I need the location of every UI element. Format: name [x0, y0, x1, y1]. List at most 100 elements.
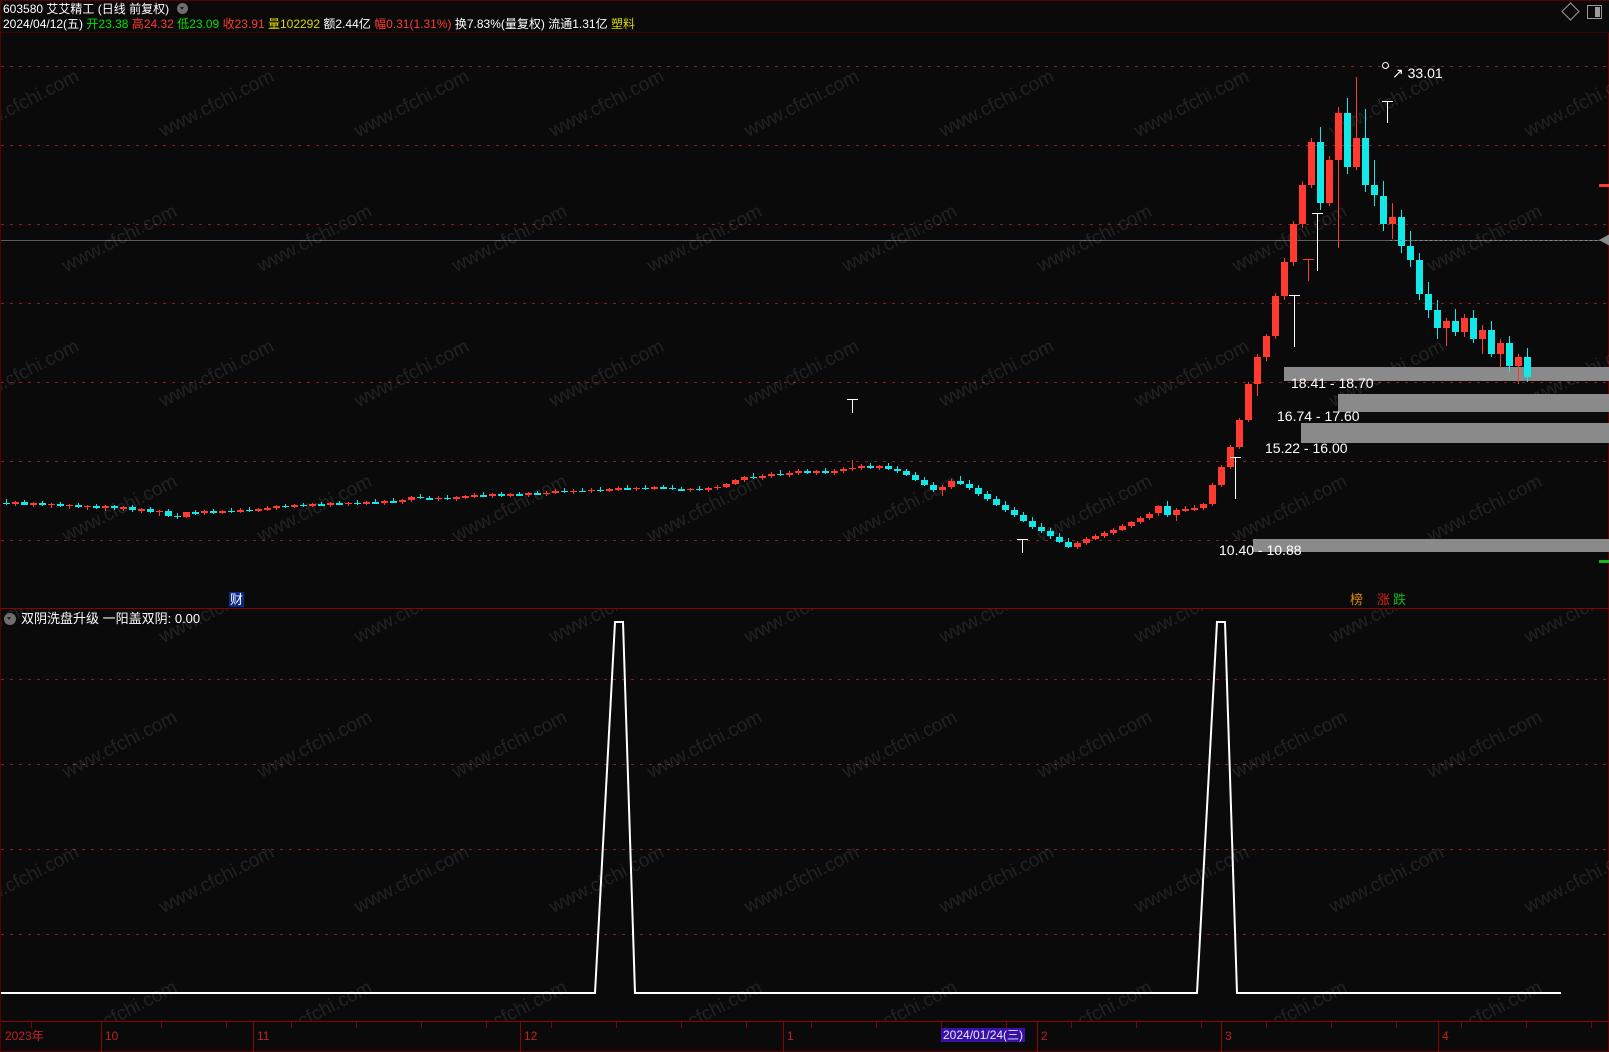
axis-minor-tick	[1331, 1022, 1332, 1028]
date-axis[interactable]: 2023年 10 11 12 1 2024/01/24(三) 2 3 4	[1, 1021, 1609, 1052]
candle-body	[1308, 141, 1315, 185]
candle-body	[1011, 509, 1018, 516]
diamond-icon[interactable]	[1561, 2, 1580, 21]
bang-glyph[interactable]: 榜	[1350, 592, 1364, 607]
price-chart-pane[interactable]: www.cfchi.com www.cfchi.com www.cfchi.com w…	[1, 33, 1609, 607]
high-value: 24.32	[143, 17, 174, 31]
die-glyph[interactable]: 跌	[1393, 592, 1407, 607]
candlestick	[390, 33, 397, 607]
candlestick	[1065, 33, 1072, 607]
candle-body	[1335, 112, 1342, 160]
chevron-down-icon[interactable]	[177, 3, 189, 14]
candle-body	[129, 507, 136, 511]
indicator-chevron-icon[interactable]	[4, 613, 16, 625]
axis-major-tick	[1438, 1022, 1439, 1052]
axis-major-tick	[520, 1022, 521, 1052]
candle-body	[1380, 195, 1387, 225]
candlestick	[831, 33, 838, 607]
candlestick	[768, 33, 775, 607]
candlestick	[624, 33, 631, 607]
indicator-polyline	[1, 621, 1561, 994]
candle-body	[642, 487, 649, 490]
candlestick	[1452, 33, 1459, 607]
sector-link[interactable]: 塑料	[610, 17, 635, 31]
marker-stem	[1387, 101, 1388, 123]
candlestick	[1146, 33, 1153, 607]
price-zone-bar	[1338, 394, 1609, 412]
indicator-title[interactable]: 双阴洗盘升级 一阳盖双阴: 0.00	[21, 611, 201, 626]
candlestick	[408, 33, 415, 607]
period-label[interactable]: (日线 前复权)	[97, 2, 170, 16]
candle-wick	[447, 495, 448, 500]
candlestick	[606, 33, 613, 607]
candle-wick	[672, 485, 673, 491]
candle-body	[1164, 506, 1171, 515]
candle-body	[1524, 357, 1531, 377]
candle-body	[111, 506, 118, 509]
candle-body	[930, 484, 937, 490]
candle-wick	[6, 499, 7, 506]
axis-minor-tick	[1526, 1022, 1527, 1028]
candle-body	[1173, 509, 1180, 515]
axis-minor-tick	[811, 1022, 812, 1028]
candlestick	[795, 33, 802, 607]
candle-body	[210, 511, 217, 513]
candlestick	[381, 33, 388, 607]
candlestick	[1218, 33, 1225, 607]
candle-body	[750, 476, 757, 479]
candle-wick	[681, 486, 682, 492]
candlestick	[1020, 33, 1027, 607]
gridline	[1, 540, 1609, 542]
candle-wick	[600, 486, 601, 492]
candle-body	[57, 503, 64, 506]
candlestick	[534, 33, 541, 607]
candle-body	[867, 466, 874, 468]
candle-wick	[582, 487, 583, 493]
candle-wick	[231, 508, 232, 513]
candlestick	[66, 33, 73, 607]
candle-body	[489, 494, 496, 496]
candlestick	[1434, 33, 1441, 607]
candle-wick	[780, 470, 781, 476]
candle-body	[282, 505, 289, 508]
candlestick	[732, 33, 739, 607]
candlestick	[246, 33, 253, 607]
candle-wick	[51, 502, 52, 509]
candle-wick	[663, 484, 664, 490]
candle-body	[1020, 515, 1027, 521]
candlestick	[1047, 33, 1054, 607]
candle-wick	[627, 485, 628, 491]
indicator-pane[interactable]: www.cfchi.com www.cfchi.com www.cfchi.com w…	[1, 608, 1609, 1021]
high-label: 高	[131, 17, 144, 31]
candlestick	[1263, 33, 1270, 607]
candle-body	[12, 501, 19, 505]
candlestick	[1470, 33, 1477, 607]
candlestick	[399, 33, 406, 607]
zhang-glyph[interactable]: 涨	[1377, 592, 1391, 607]
panel-icon[interactable]	[1587, 5, 1602, 19]
candle-body	[633, 487, 640, 490]
candlestick	[3, 33, 10, 607]
quote-line: 2024/04/12(五) 开23.38 高24.32 低23.09 收23.9…	[3, 17, 635, 31]
candle-wick	[825, 468, 826, 474]
stock-name[interactable]: 艾艾精工	[46, 2, 95, 16]
candlestick	[507, 33, 514, 607]
candlestick	[1083, 33, 1090, 607]
candle-body	[894, 468, 901, 472]
axis-selected-date[interactable]: 2024/01/24(三)	[941, 1028, 1026, 1042]
candle-body	[1254, 357, 1261, 385]
candlestick	[570, 33, 577, 607]
candle-body	[1128, 522, 1135, 527]
candle-body	[777, 473, 784, 476]
candle-body	[498, 494, 505, 496]
close-label: 收	[222, 17, 235, 31]
cai-glyph[interactable]: 财	[229, 592, 245, 607]
candle-body	[1029, 520, 1036, 527]
candle-body	[957, 481, 964, 485]
marker-stem	[1235, 457, 1236, 499]
candlestick	[1506, 33, 1513, 607]
candlestick	[1326, 33, 1333, 607]
candlestick	[642, 33, 649, 607]
stock-code[interactable]: 603580	[3, 2, 44, 16]
candlestick	[1308, 33, 1315, 607]
